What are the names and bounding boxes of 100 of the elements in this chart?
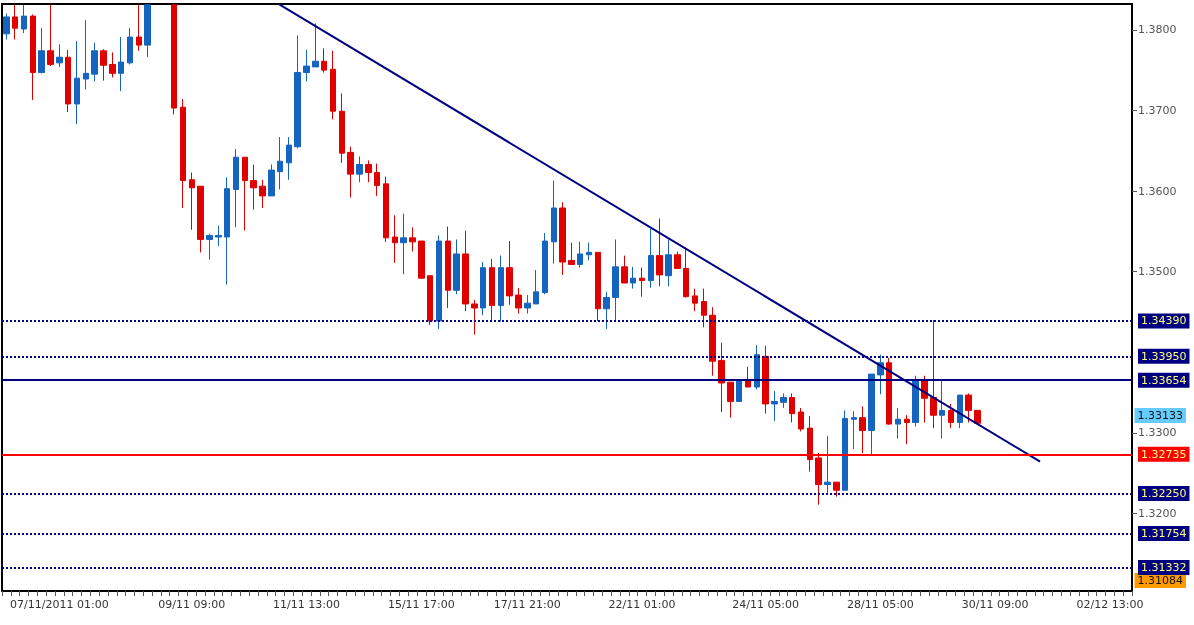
candlestick <box>56 43 63 68</box>
candlestick <box>91 42 98 82</box>
candlestick <box>30 13 36 101</box>
candlestick <box>551 180 557 265</box>
candlestick <box>701 288 707 328</box>
candlestick <box>868 373 875 457</box>
y-tick-label: 1.3200 <box>1138 507 1177 521</box>
candlestick <box>656 217 663 287</box>
candlestick <box>736 379 742 403</box>
ref-line-label: 1.33950 <box>1141 349 1187 363</box>
candlestick <box>365 159 372 183</box>
candlestick <box>383 176 389 243</box>
candlestick <box>242 156 248 232</box>
x-tick-label: 02/12 13:00 <box>1076 598 1144 611</box>
candlestick <box>930 319 937 429</box>
ref-line-label: 1.32735 <box>1141 447 1187 461</box>
candlestick <box>109 51 116 78</box>
candlestick <box>886 357 892 426</box>
candlestick <box>427 275 433 326</box>
candlestick <box>356 155 363 183</box>
candlestick <box>339 93 345 164</box>
candlestick <box>321 47 327 74</box>
x-tick-label: 07/11/2011 01:00 <box>10 598 109 611</box>
candlestick <box>727 381 734 419</box>
candlestick <box>12 4 18 40</box>
candlestick <box>789 392 795 423</box>
candlestick <box>904 414 910 445</box>
candlestick <box>144 4 151 58</box>
candlestick <box>577 241 583 269</box>
candlestick <box>621 255 628 284</box>
candlestick <box>559 201 566 276</box>
candlestick <box>515 287 522 315</box>
x-tick-label: 09/11 09:00 <box>158 598 226 611</box>
candlestick <box>100 48 107 82</box>
candlestick <box>780 392 787 409</box>
candlestick <box>948 403 954 429</box>
candlestick <box>965 392 972 423</box>
candlestick <box>250 163 257 211</box>
candlestick <box>38 27 45 74</box>
candlestick <box>630 266 636 290</box>
x-tick-label: 22/11 01:00 <box>608 598 676 611</box>
candlestick <box>754 344 760 390</box>
candlestick <box>294 34 301 149</box>
candlestick <box>718 342 725 413</box>
x-tick-label: 17/11 21:00 <box>493 598 561 611</box>
candlestick <box>436 234 442 330</box>
candlestick <box>489 258 495 323</box>
candlestick <box>277 136 283 190</box>
candlestick <box>21 4 27 34</box>
y-tick-label: 1.3300 <box>1138 426 1177 440</box>
candlestick <box>409 226 416 253</box>
x-tick-label: 28/11 05:00 <box>846 598 914 611</box>
x-tick-label: 15/11 17:00 <box>387 598 455 611</box>
y-tick-label: 1.3500 <box>1138 265 1177 279</box>
candlestick <box>939 379 945 440</box>
candlestick <box>542 232 548 295</box>
ref-line-label: 1.34390 <box>1141 314 1187 328</box>
candlestick <box>683 247 689 298</box>
candlestick <box>709 306 716 377</box>
candlestick <box>74 40 80 125</box>
candlestick <box>47 4 54 67</box>
candlestick <box>471 299 478 336</box>
ref-line-label: 1.32250 <box>1141 486 1187 500</box>
candlestick <box>815 452 822 506</box>
candlestick <box>568 242 575 265</box>
candlestick <box>506 240 513 306</box>
candlestick <box>974 409 981 425</box>
y-tick-label: 1.3800 <box>1138 23 1177 37</box>
candlestick <box>851 410 857 450</box>
candlestick <box>674 251 681 269</box>
candlestick <box>824 435 831 494</box>
candlestick <box>807 415 813 473</box>
candlestick <box>586 242 592 261</box>
ref-line-label: 1.31332 <box>1141 560 1187 574</box>
candlestick <box>312 22 319 68</box>
candlestick <box>639 267 645 298</box>
candlestick <box>648 228 654 289</box>
ref-line-label: 1.31754 <box>1141 526 1187 540</box>
candlestick <box>374 163 380 197</box>
candlestick <box>3 13 10 40</box>
candlestick <box>445 226 451 309</box>
candlestick <box>233 148 239 228</box>
candlestick <box>65 49 71 113</box>
candlestick <box>595 251 601 322</box>
candlestick <box>259 179 266 209</box>
candlestick <box>347 146 354 199</box>
candlestick <box>842 409 848 491</box>
x-tick-label: 11/11 13:00 <box>273 598 341 611</box>
candlestick <box>171 4 177 115</box>
candlestick <box>83 19 89 90</box>
candlestick <box>400 213 407 275</box>
candlestick <box>692 288 698 312</box>
candlestick <box>603 291 610 330</box>
candlestick <box>524 294 531 315</box>
ref-line-label: 1.33654 <box>1141 373 1187 387</box>
candlestick <box>303 49 310 82</box>
candlestick <box>957 394 963 429</box>
candlestick <box>268 163 275 197</box>
candlestick <box>798 407 804 432</box>
text: 1.33133 <box>1137 409 1184 422</box>
